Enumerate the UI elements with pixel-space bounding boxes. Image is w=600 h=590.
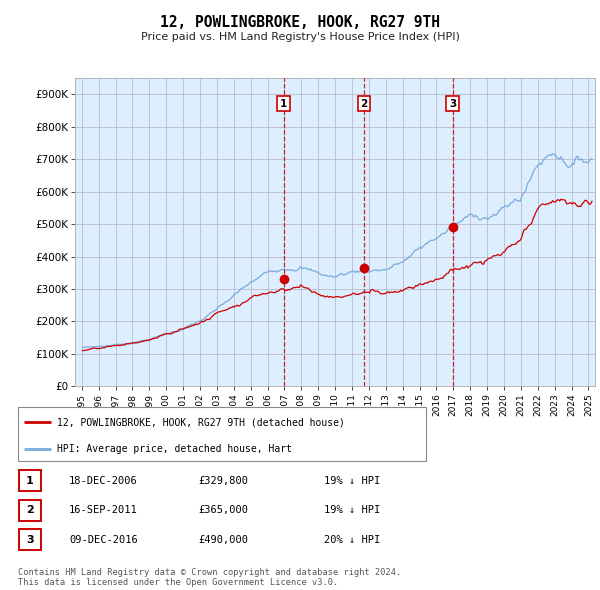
Text: 12, POWLINGBROKE, HOOK, RG27 9TH: 12, POWLINGBROKE, HOOK, RG27 9TH [160,15,440,30]
Text: 3: 3 [449,99,456,109]
FancyBboxPatch shape [19,470,41,491]
FancyBboxPatch shape [19,529,41,550]
Text: 3: 3 [26,535,34,545]
Text: 16-SEP-2011: 16-SEP-2011 [69,506,138,515]
Text: 19% ↓ HPI: 19% ↓ HPI [324,476,380,486]
Text: 20% ↓ HPI: 20% ↓ HPI [324,535,380,545]
Text: £490,000: £490,000 [198,535,248,545]
Text: 12, POWLINGBROKE, HOOK, RG27 9TH (detached house): 12, POWLINGBROKE, HOOK, RG27 9TH (detach… [57,417,344,427]
FancyBboxPatch shape [18,407,426,461]
Text: Price paid vs. HM Land Registry's House Price Index (HPI): Price paid vs. HM Land Registry's House … [140,32,460,42]
Text: 2: 2 [361,99,368,109]
Text: 2: 2 [26,506,34,515]
Text: £365,000: £365,000 [198,506,248,515]
Text: HPI: Average price, detached house, Hart: HPI: Average price, detached house, Hart [57,444,292,454]
Text: £329,800: £329,800 [198,476,248,486]
Text: 1: 1 [280,99,287,109]
Text: 1: 1 [26,476,34,486]
Text: 19% ↓ HPI: 19% ↓ HPI [324,506,380,515]
Text: 09-DEC-2016: 09-DEC-2016 [69,535,138,545]
Text: Contains HM Land Registry data © Crown copyright and database right 2024.
This d: Contains HM Land Registry data © Crown c… [18,568,401,587]
FancyBboxPatch shape [19,500,41,521]
Text: 18-DEC-2006: 18-DEC-2006 [69,476,138,486]
